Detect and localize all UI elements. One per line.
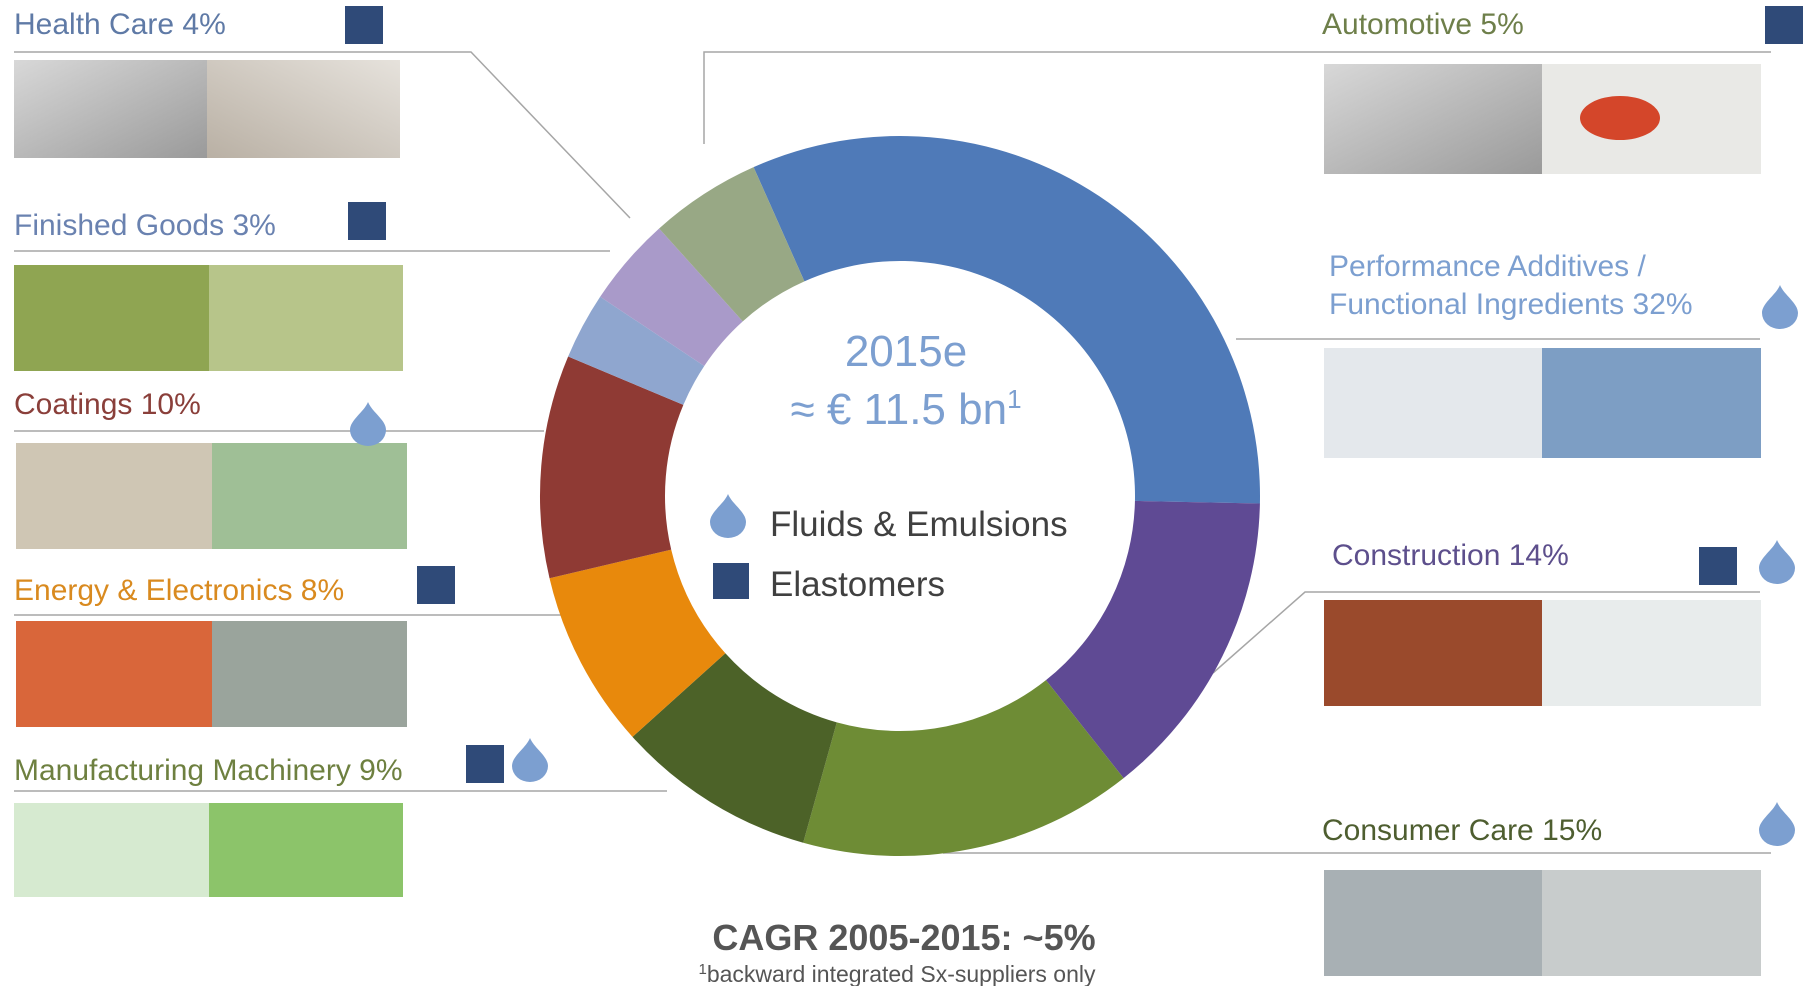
fluid-icon (1759, 802, 1795, 846)
category-label: Consumer Care 15% (1322, 812, 1742, 850)
fluid-icon (512, 738, 548, 782)
photo (1542, 600, 1761, 706)
photo (16, 443, 212, 549)
fluid-icon (1762, 285, 1798, 329)
category-label: Automotive 5% (1322, 6, 1742, 44)
footnote: 1backward integrated Sx-suppliers only (699, 961, 1096, 986)
legend-fluid-icon (710, 494, 746, 538)
photo (212, 443, 407, 549)
category-label: Health Care 4% (14, 6, 354, 44)
legend-elastomer-icon (713, 563, 749, 599)
photo (207, 60, 400, 158)
page: 2015e ≈ € 11.5 bn1 Fluids & Emulsions El… (0, 0, 1803, 986)
center-value-note: 1 (1007, 384, 1021, 414)
photo (1324, 64, 1542, 174)
donut (540, 136, 1260, 856)
center-value: ≈ € 11.5 bn1 (790, 384, 1021, 434)
photo (16, 621, 212, 727)
footer: CAGR 2005-2015: ~5% (712, 917, 1095, 958)
photo (1324, 348, 1542, 458)
legend-label: Fluids & Emulsions (770, 505, 1068, 544)
donut-segment (754, 136, 1260, 504)
photo (1542, 348, 1761, 458)
photo (212, 621, 407, 727)
photo (1542, 870, 1761, 976)
photo (209, 803, 403, 897)
category-label: Energy & Electronics 8% (14, 572, 414, 610)
photo (14, 60, 207, 158)
legend-label: Elastomers (770, 565, 945, 604)
category-label: Coatings 10% (14, 386, 354, 424)
center-value-text: ≈ € 11.5 bn (790, 385, 1007, 434)
photo (1324, 600, 1542, 706)
fluid-icon (1759, 540, 1795, 584)
photo (209, 265, 403, 371)
photo (1324, 870, 1542, 976)
footnote-mark: 1 (699, 961, 707, 978)
photo (14, 265, 209, 371)
category-label: Finished Goods 3% (14, 207, 354, 245)
elastomer-icon (417, 566, 455, 604)
elastomer-icon (1765, 6, 1803, 44)
photo (14, 803, 209, 897)
category-label: Performance Additives / Functional Ingre… (1329, 248, 1749, 324)
footnote-text: backward integrated Sx-suppliers only (707, 961, 1096, 986)
category-label: Construction 14% (1332, 537, 1732, 575)
fluid-icon (350, 402, 386, 446)
photo-detail (1580, 96, 1660, 140)
center-title: 2015e (845, 327, 967, 376)
category-label: Manufacturing Machinery 9% (14, 752, 474, 790)
